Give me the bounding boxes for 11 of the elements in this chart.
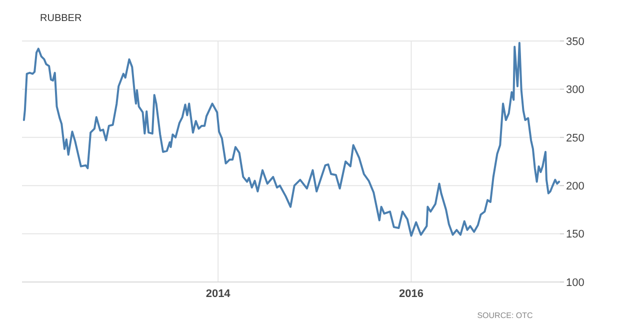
x-tick-label: 2016	[399, 288, 424, 300]
y-tick-label: 150	[566, 228, 584, 241]
y-tick-label: 300	[566, 84, 584, 96]
y-tick-label: 250	[566, 132, 584, 144]
line-series	[22, 42, 560, 237]
y-tick-label: 200	[566, 180, 584, 192]
y-tick-label: 100	[566, 276, 584, 289]
y-tick-label: 350	[566, 36, 584, 48]
chart-title: RUBBER	[40, 13, 82, 24]
source-note: SOURCE: OTC	[477, 311, 533, 320]
x-tick-label: 2014	[206, 288, 232, 300]
